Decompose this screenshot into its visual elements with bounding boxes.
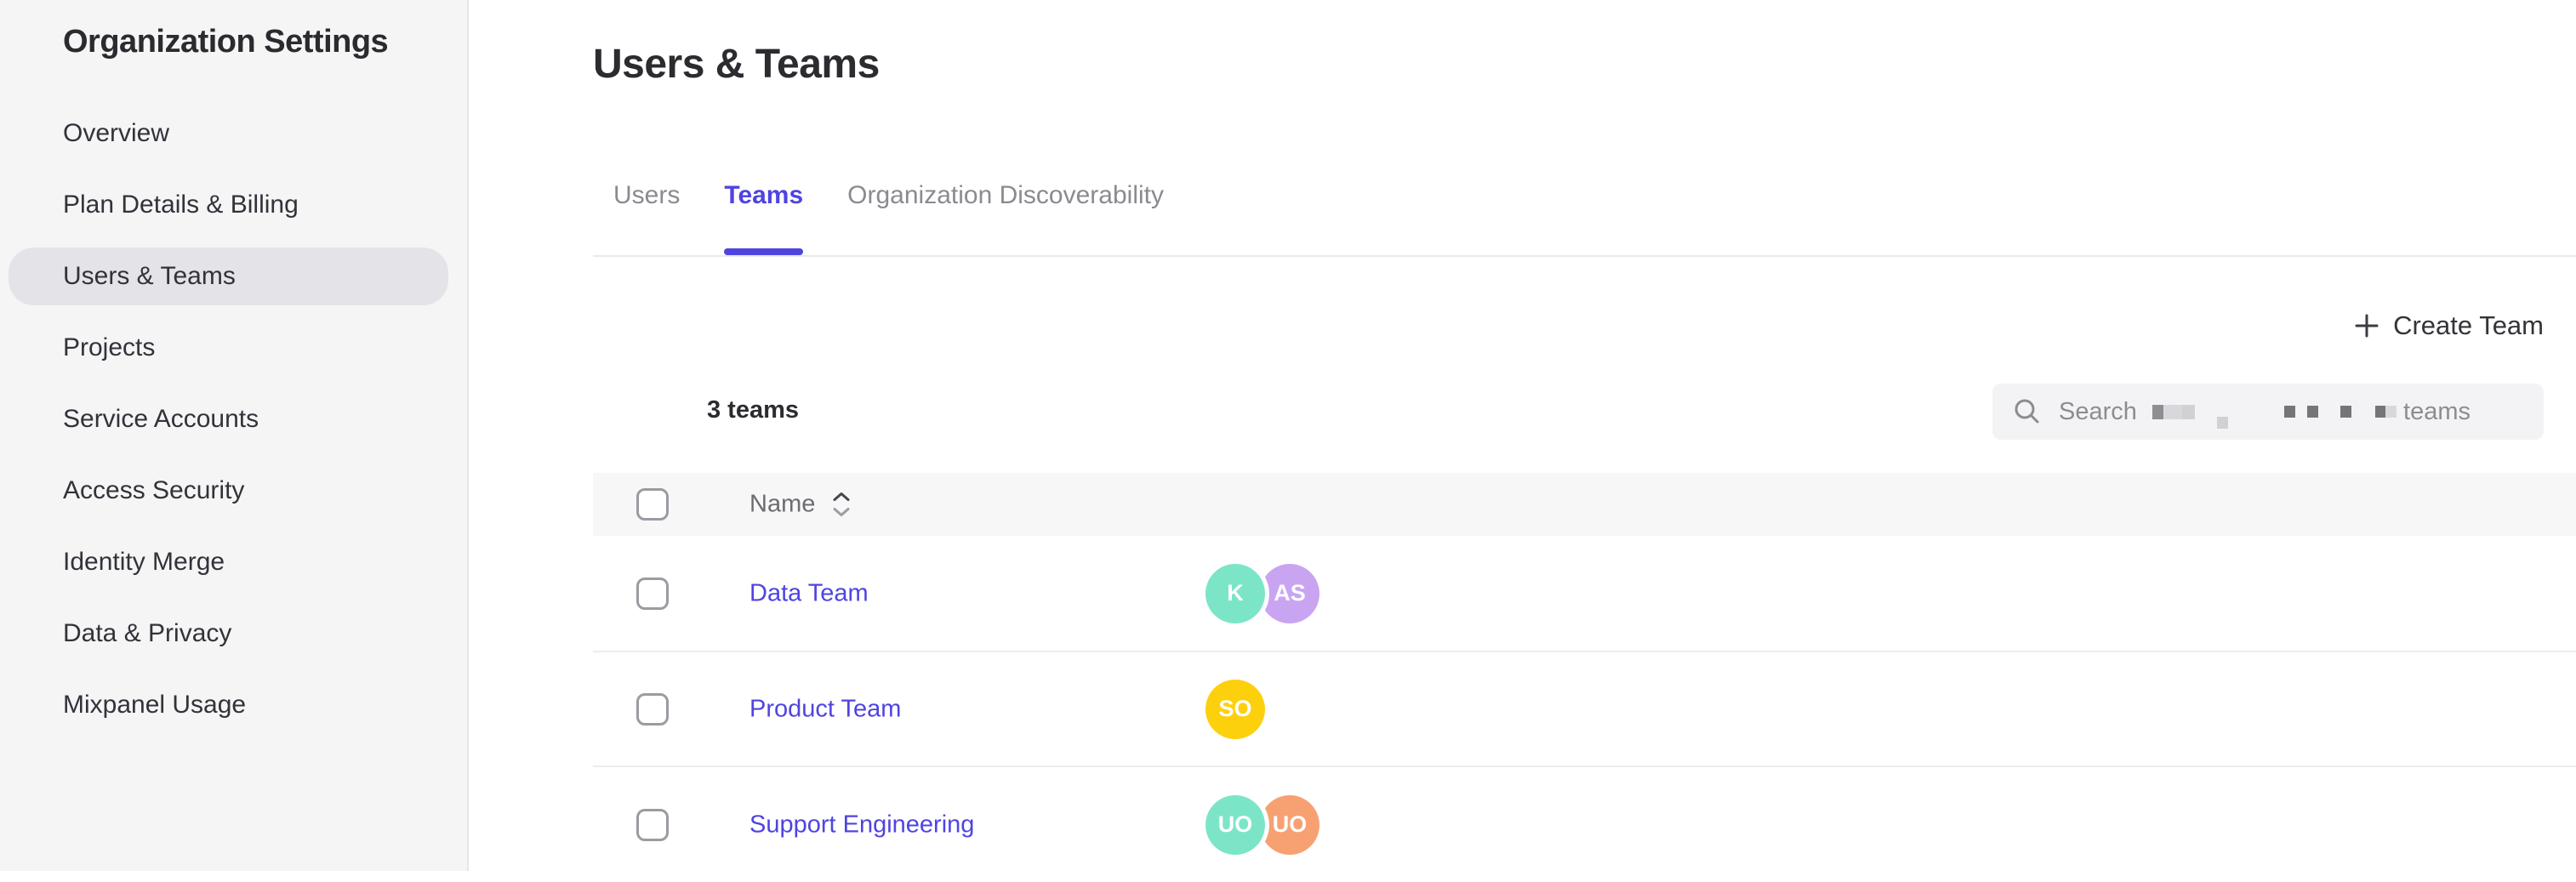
search-icon [2015,399,2039,424]
sidebar-item-highlight [9,248,448,305]
redacted-text-block [2181,404,2195,419]
sort-icon[interactable] [832,492,851,518]
team-members-avatars: UO UO [1205,794,1319,855]
sidebar-item-service-accounts[interactable]: Service Accounts [0,384,467,455]
sidebar-item-identity-merge[interactable]: Identity Merge [0,526,467,598]
avatar[interactable]: SO [1205,679,1265,739]
main-content: Users & Teams Users Teams Organization D… [470,0,2576,882]
table-row: Product Team SO [593,652,2576,767]
sidebar-nav: Overview Plan Details & Billing Users & … [0,98,467,741]
sidebar-item-overview[interactable]: Overview [0,98,467,169]
create-team-button[interactable]: Create Team [2354,306,2544,345]
row-checkbox[interactable] [636,577,669,610]
team-name-link[interactable]: Product Team [749,695,902,722]
redacted-text-block [2163,404,2182,419]
sidebar-item-label: Data & Privacy [63,619,232,647]
redacted-text-block [2374,406,2385,418]
avatar[interactable]: UO [1205,794,1265,855]
team-name-link[interactable]: Support Engineering [749,811,975,838]
redacted-text-block [2306,406,2318,418]
tab-label: Teams [724,181,804,209]
avatar[interactable]: K [1205,563,1265,623]
table-header-row: Name [593,473,2576,536]
tab-users[interactable]: Users [613,174,680,255]
redacted-text-block [2385,406,2396,418]
row-checkbox[interactable] [636,808,669,841]
sidebar: Organization Settings Overview Plan Deta… [0,0,469,871]
sidebar-item-plan-details-billing[interactable]: Plan Details & Billing [0,169,467,241]
team-search-input[interactable]: Search teams [1992,384,2544,440]
sidebar-item-label: Access Security [63,476,245,504]
tab-bar-divider [593,255,2576,257]
table-row: Data Team K AS [593,536,2576,652]
team-members-avatars: K AS [1205,563,1319,623]
page-title: Users & Teams [593,42,880,87]
team-members-avatars: SO [1205,679,1265,739]
search-placeholder-suffix: teams [2396,397,2471,425]
tab-label: Users [613,181,681,209]
active-tab-indicator [724,248,804,255]
team-name-link[interactable]: Data Team [749,579,869,606]
redacted-text-block [2151,404,2163,419]
sidebar-item-access-security[interactable]: Access Security [0,455,467,526]
select-all-checkbox[interactable] [636,488,669,521]
sidebar-item-label: Identity Merge [63,548,225,576]
sidebar-item-label: Plan Details & Billing [63,191,299,219]
sidebar-item-mixpanel-usage[interactable]: Mixpanel Usage [0,669,467,741]
avatar[interactable]: AS [1260,563,1319,623]
table-row: Support Engineering UO UO [593,767,2576,882]
row-checkbox[interactable] [636,692,669,726]
sidebar-item-data-privacy[interactable]: Data & Privacy [0,598,467,669]
tab-label: Organization Discoverability [847,181,1164,209]
redacted-text-block [2339,406,2351,418]
sidebar-item-label: Overview [63,119,170,147]
sidebar-item-label: Service Accounts [63,405,259,433]
tab-organization-discoverability[interactable]: Organization Discoverability [847,174,1164,255]
sidebar-item-label: Users & Teams [63,262,236,290]
redacted-text-block [2283,406,2295,418]
tab-teams[interactable]: Teams [724,174,804,255]
name-column-header[interactable]: Name [749,490,816,518]
avatar[interactable]: UO [1260,794,1319,855]
tab-bar: Users Teams Organization Discoverability [613,174,1164,255]
search-placeholder-prefix: Search [2059,397,2144,425]
sidebar-item-label: Projects [63,333,156,361]
teams-count: 3 teams [707,396,800,424]
sidebar-title: Organization Settings [63,24,389,60]
sidebar-item-users-teams[interactable]: Users & Teams [0,241,467,312]
sidebar-item-projects[interactable]: Projects [0,312,467,384]
plus-icon [2355,314,2379,338]
create-team-label: Create Team [2393,310,2544,340]
sidebar-item-label: Mixpanel Usage [63,691,247,719]
redacted-text-block [2216,417,2228,429]
